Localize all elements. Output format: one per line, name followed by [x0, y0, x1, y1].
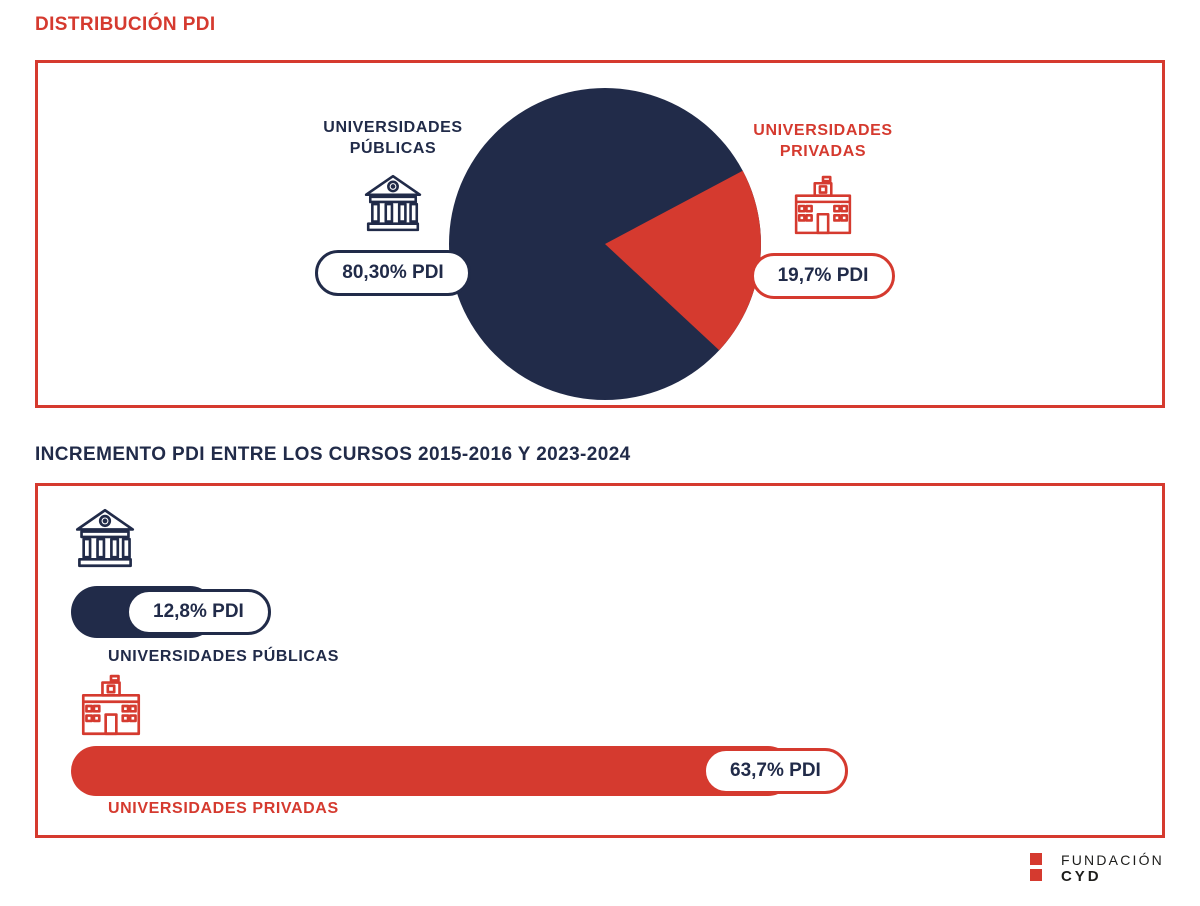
publicas-bar-label: UNIVERSIDADES PÚBLICAS: [108, 648, 340, 665]
distribution-title: DISTRIBUCIÓN PDI: [35, 14, 216, 35]
privadas-increment-badge: 63,7% PDI: [703, 748, 848, 794]
privadas-badge-text: 19,7% PDI: [777, 264, 869, 286]
privadas-bar-label: UNIVERSIDADES PRIVADAS: [108, 800, 339, 817]
publicas-label-line1: UNIVERSIDADES: [323, 119, 463, 136]
increment-panel: 12,8% PDI UNIVERSIDADES PÚBLICAS 63,7% P…: [35, 483, 1165, 838]
privadas-label: UNIVERSIDADES PRIVADAS: [703, 121, 943, 163]
cyd-logo-squares-icon: [1029, 852, 1042, 881]
publicas-label: UNIVERSIDADES PÚBLICAS: [273, 118, 513, 160]
publicas-callout: UNIVERSIDADES PÚBLICAS 80,30% PDI: [273, 118, 513, 296]
distribution-panel: UNIVERSIDADES PÚBLICAS 80,30% PDI UNIVER…: [35, 60, 1165, 408]
publicas-increment-badge-text: 12,8% PDI: [153, 601, 244, 622]
privadas-callout: UNIVERSIDADES PRIVADAS 19,7% P: [703, 121, 943, 299]
privadas-label-line1: UNIVERSIDADES: [753, 122, 893, 139]
private-university-icon: [794, 175, 852, 234]
public-university-icon: [75, 508, 135, 568]
publicas-badge: 80,30% PDI: [315, 249, 471, 296]
publicas-badge-text: 80,30% PDI: [342, 261, 444, 283]
pdi-pie-chart: [449, 88, 761, 400]
privadas-label-line2: PRIVADAS: [779, 142, 867, 160]
public-university-icon: [364, 174, 422, 231]
privadas-badge: 19,7% PDI: [750, 252, 896, 299]
cyd-logo-line2: CYD: [1060, 868, 1102, 885]
increment-title: INCREMENTO PDI ENTRE LOS CURSOS 2015-201…: [35, 444, 631, 465]
fundacion-cyd-logo: FUNDACIÓN CYD: [1029, 852, 1164, 885]
privadas-increment-badge-text: 63,7% PDI: [730, 760, 821, 781]
publicas-label-line2: PÚBLICAS: [349, 139, 437, 157]
cyd-logo-text: FUNDACIÓN CYD: [1061, 852, 1164, 885]
privadas-bar: [71, 746, 793, 796]
private-university-icon: [81, 674, 141, 736]
cyd-logo-line1: FUNDACIÓN: [1060, 852, 1164, 868]
publicas-increment-badge: 12,8% PDI: [126, 589, 271, 635]
